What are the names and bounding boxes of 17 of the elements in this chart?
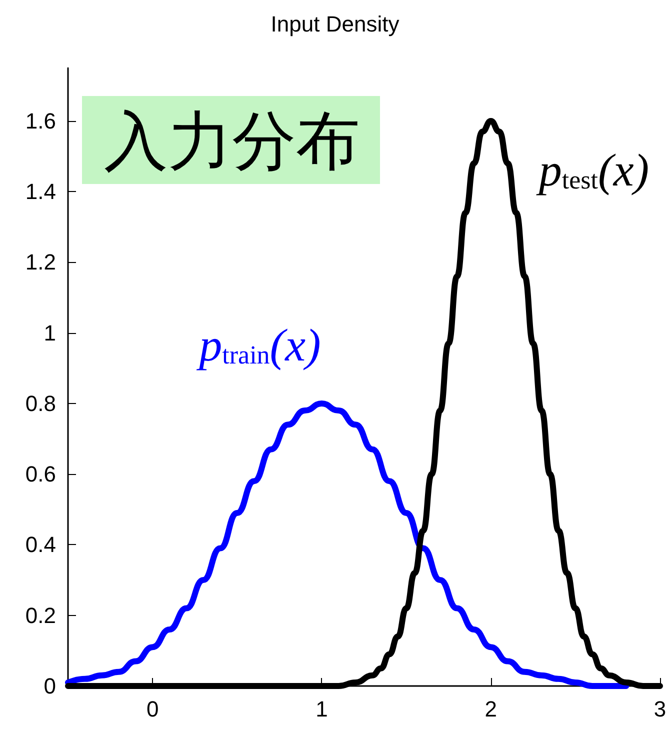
- annotation: ptest(x): [536, 144, 650, 196]
- y-tick-label: 0.6: [25, 462, 56, 487]
- chart-title: Input Density: [270, 12, 400, 36]
- annotation: ptrain(x): [196, 320, 321, 370]
- y-tick-label: 1: [44, 320, 56, 346]
- y-tick-label: 0.2: [25, 602, 56, 628]
- y-tick-label: 0.8: [25, 390, 56, 416]
- x-tick-label: 0: [146, 696, 159, 722]
- annotation: 入力分布: [104, 105, 360, 179]
- x-tick-label: 2: [484, 696, 497, 722]
- y-tick-label: 1.4: [25, 179, 56, 204]
- y-tick-label: 0.4: [25, 532, 56, 558]
- y-tick-label: 0: [44, 674, 56, 698]
- y-tick-label: 1.6: [25, 108, 56, 134]
- x-tick-label: 1: [316, 696, 328, 722]
- x-tick-label: 3: [654, 696, 666, 722]
- y-tick-label: 1.2: [25, 250, 56, 275]
